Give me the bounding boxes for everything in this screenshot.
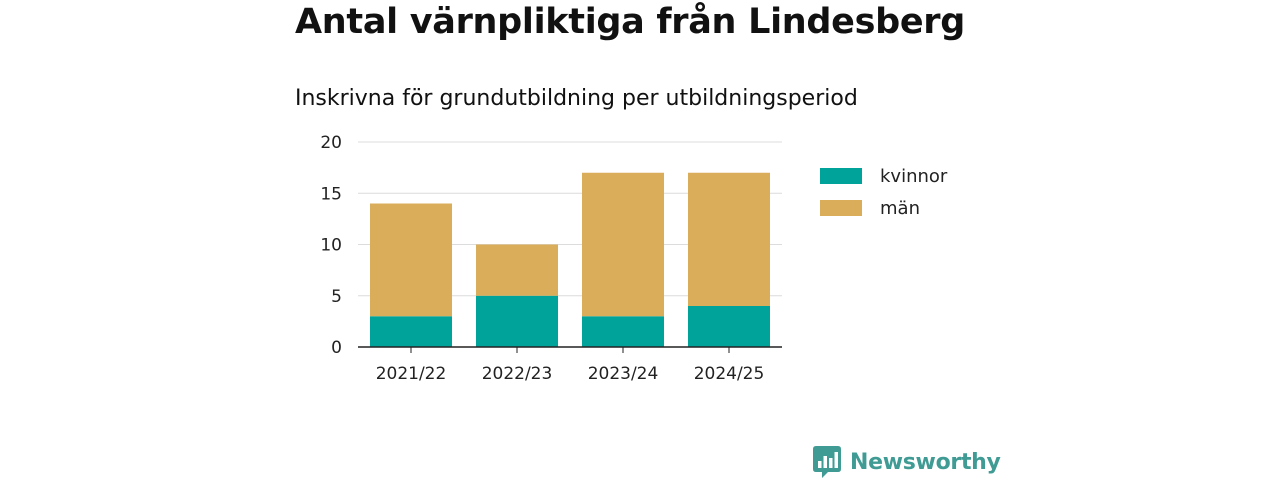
bar-2021-22-man [370, 203, 452, 317]
x-tick-label: 2021/22 [376, 364, 447, 384]
y-tick-label: 10 [320, 236, 342, 256]
x-tick-label: 2024/25 [694, 364, 765, 384]
bar-2024-25-man [688, 172, 770, 306]
x-tick-label: 2023/24 [588, 364, 659, 384]
chart-legend: kvinnor män [820, 160, 947, 224]
chart-title: Antal värnpliktiga från Lindesberg [295, 2, 966, 42]
y-tick-label: 0 [331, 338, 342, 358]
legend-swatch-man [820, 200, 862, 216]
x-tick-label: 2022/23 [482, 364, 553, 384]
bar-2023-24-kvinnor [582, 316, 664, 347]
y-tick-label: 15 [320, 184, 342, 204]
legend-label: kvinnor [880, 165, 948, 187]
legend-item-man: män [820, 192, 947, 224]
y-tick-label: 5 [331, 287, 342, 307]
bar-2024-25-kvinnor [688, 306, 770, 347]
chart-subtitle: Inskrivna för grundutbildning per utbild… [295, 86, 858, 111]
bar-2022-23-kvinnor [476, 295, 558, 347]
y-tick-label: 20 [320, 133, 342, 153]
bar-2021-22-kvinnor [370, 316, 452, 347]
legend-item-kvinnor: kvinnor [820, 160, 947, 192]
bar-2023-24-man [582, 172, 664, 317]
legend-swatch-kvinnor [820, 168, 862, 184]
bar-2022-23-man [476, 244, 558, 296]
brand-name: Newsworthy [850, 449, 1001, 475]
brand-logo: Newsworthy [813, 446, 1001, 478]
newsworthy-chart-icon [813, 446, 841, 478]
legend-label: män [880, 197, 920, 219]
